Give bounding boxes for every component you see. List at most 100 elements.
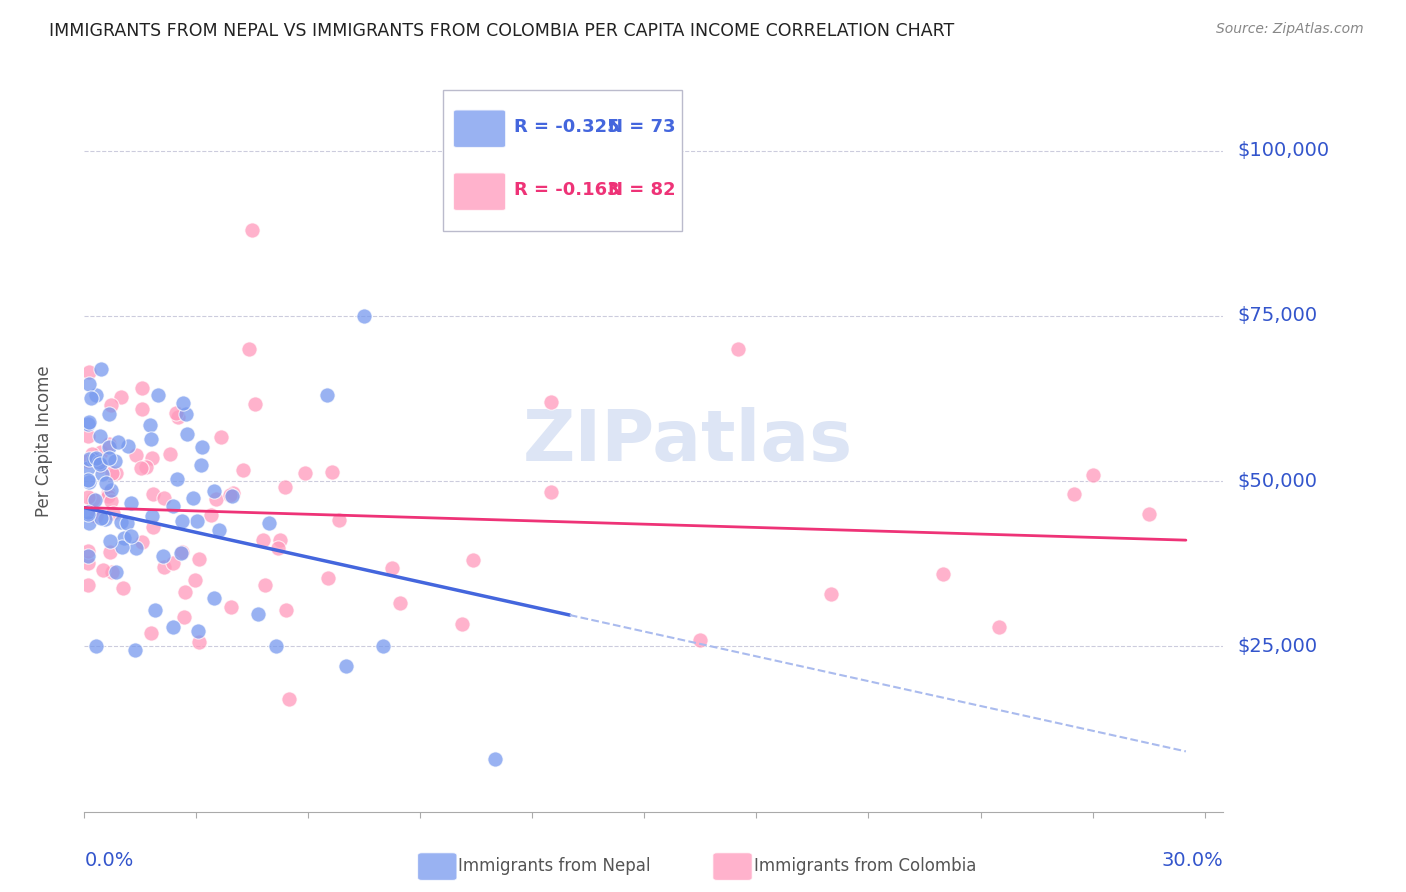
Point bbox=[187, 624, 209, 639]
Point bbox=[97, 490, 120, 504]
Point bbox=[90, 445, 112, 459]
Point bbox=[96, 475, 118, 490]
Point bbox=[131, 401, 153, 416]
Point bbox=[77, 377, 100, 392]
Text: N = 82: N = 82 bbox=[609, 181, 676, 199]
Point bbox=[186, 514, 208, 528]
Point bbox=[77, 415, 100, 429]
Point bbox=[98, 408, 121, 422]
Point bbox=[100, 466, 122, 480]
Point bbox=[463, 553, 485, 567]
Point bbox=[120, 529, 142, 543]
Point bbox=[173, 584, 195, 599]
Text: $25,000: $25,000 bbox=[1237, 637, 1317, 656]
Point bbox=[124, 643, 146, 657]
Point bbox=[274, 480, 297, 494]
Point bbox=[335, 659, 357, 673]
Point bbox=[142, 520, 165, 534]
Point bbox=[188, 552, 211, 566]
Point bbox=[1081, 467, 1104, 482]
Text: IMMIGRANTS FROM NEPAL VS IMMIGRANTS FROM COLOMBIA PER CAPITA INCOME CORRELATION : IMMIGRANTS FROM NEPAL VS IMMIGRANTS FROM… bbox=[49, 22, 955, 40]
Point bbox=[115, 516, 138, 530]
Point bbox=[77, 365, 100, 379]
Point bbox=[222, 485, 245, 500]
Point bbox=[165, 406, 187, 420]
Text: R = -0.325: R = -0.325 bbox=[513, 118, 619, 136]
Point bbox=[162, 556, 184, 570]
Point bbox=[125, 448, 148, 462]
Point bbox=[125, 541, 148, 555]
Point bbox=[84, 450, 107, 465]
Point bbox=[316, 571, 339, 585]
Point bbox=[202, 483, 225, 498]
Point bbox=[139, 626, 162, 640]
Point bbox=[689, 632, 711, 647]
Point bbox=[105, 565, 128, 579]
Text: Immigrants from Colombia: Immigrants from Colombia bbox=[754, 857, 976, 875]
Point bbox=[183, 574, 205, 588]
Point bbox=[89, 429, 111, 443]
Point bbox=[190, 458, 212, 472]
Point bbox=[91, 564, 114, 578]
Point bbox=[219, 600, 242, 615]
Text: N = 73: N = 73 bbox=[609, 118, 676, 136]
Point bbox=[540, 485, 562, 500]
Point bbox=[89, 457, 111, 471]
Text: 30.0%: 30.0% bbox=[1161, 851, 1223, 870]
Point bbox=[173, 609, 195, 624]
Point bbox=[101, 565, 124, 579]
Point bbox=[129, 461, 152, 475]
Point bbox=[77, 505, 100, 519]
Point bbox=[83, 452, 105, 467]
Point bbox=[77, 507, 100, 521]
Point bbox=[148, 388, 170, 402]
Point bbox=[316, 388, 339, 402]
Point bbox=[77, 475, 100, 489]
Point bbox=[77, 460, 100, 475]
Text: Per Capita Income: Per Capita Income bbox=[35, 366, 53, 517]
Point bbox=[141, 487, 163, 501]
Point bbox=[238, 342, 260, 356]
Point bbox=[166, 410, 188, 425]
Point bbox=[218, 488, 240, 502]
Point bbox=[152, 549, 174, 563]
Point bbox=[120, 496, 142, 510]
Point bbox=[77, 490, 100, 504]
Point bbox=[276, 603, 298, 617]
Text: Source: ZipAtlas.com: Source: ZipAtlas.com bbox=[1216, 22, 1364, 37]
Point bbox=[80, 391, 103, 405]
Point bbox=[242, 223, 264, 237]
Point bbox=[97, 485, 120, 500]
Point bbox=[139, 418, 162, 433]
Point bbox=[1063, 487, 1085, 501]
Point bbox=[100, 494, 122, 508]
Point bbox=[98, 451, 121, 466]
Point bbox=[170, 514, 193, 528]
Point bbox=[100, 483, 122, 497]
Point bbox=[988, 619, 1011, 633]
Point bbox=[98, 544, 121, 558]
Point bbox=[191, 440, 214, 454]
Point bbox=[98, 534, 121, 549]
Point bbox=[174, 408, 197, 422]
Point bbox=[97, 437, 120, 451]
Point bbox=[90, 362, 112, 376]
Point bbox=[143, 603, 166, 617]
Point bbox=[77, 556, 100, 570]
Point bbox=[89, 454, 111, 468]
Text: R = -0.163: R = -0.163 bbox=[513, 181, 619, 199]
Point bbox=[77, 454, 100, 468]
Point bbox=[84, 388, 107, 402]
Point bbox=[221, 489, 243, 503]
Text: ZIPatlas: ZIPatlas bbox=[523, 407, 853, 476]
Point bbox=[82, 492, 104, 507]
Point bbox=[209, 429, 232, 443]
FancyBboxPatch shape bbox=[453, 173, 506, 211]
Point bbox=[166, 472, 188, 486]
Point bbox=[170, 545, 193, 559]
Point bbox=[208, 523, 231, 537]
Point bbox=[205, 491, 228, 506]
Text: Immigrants from Nepal: Immigrants from Nepal bbox=[458, 857, 651, 875]
Point bbox=[252, 533, 274, 547]
Point bbox=[117, 439, 139, 453]
